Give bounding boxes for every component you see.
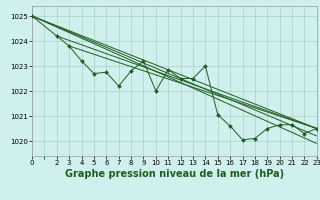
- X-axis label: Graphe pression niveau de la mer (hPa): Graphe pression niveau de la mer (hPa): [65, 169, 284, 179]
